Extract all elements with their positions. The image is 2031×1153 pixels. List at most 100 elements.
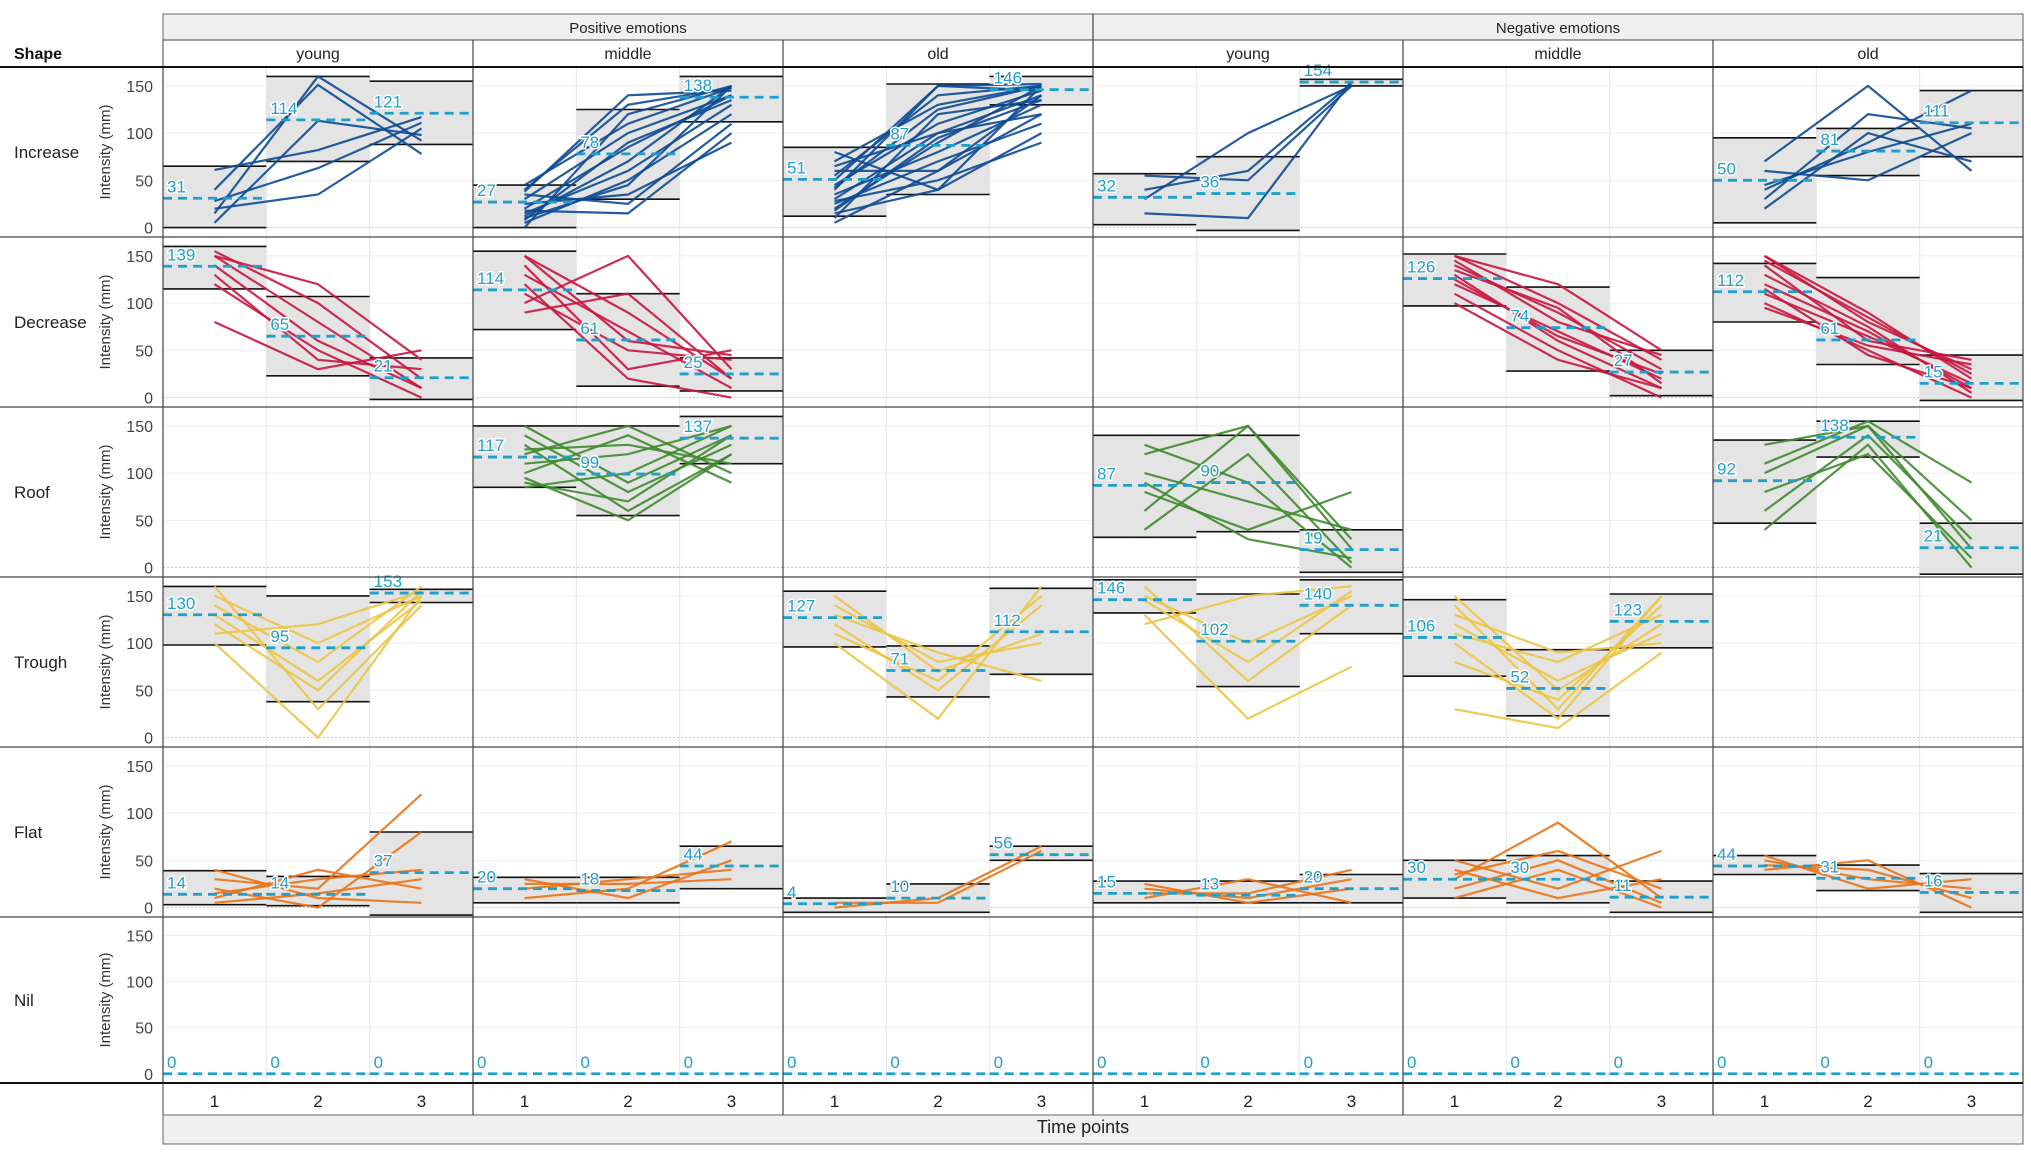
- mean-data-label: 44: [684, 845, 703, 864]
- row-label-increase: Increase: [14, 143, 79, 162]
- y-tick-label: 150: [126, 589, 153, 606]
- mean-data-label: 19: [1304, 529, 1323, 548]
- mean-data-label: 0: [1510, 1053, 1519, 1072]
- age-header-label: middle: [1534, 46, 1581, 63]
- y-tick-label: 0: [144, 901, 153, 918]
- mean-data-label: 0: [684, 1053, 693, 1072]
- y-axis-label: Intensity (mm): [97, 444, 114, 539]
- mean-data-label: 61: [1820, 319, 1839, 338]
- participant-trajectory-line: [1454, 651, 1663, 730]
- participant-trajectory-line: [214, 127, 423, 210]
- y-axis-label: Intensity (mm): [97, 104, 114, 199]
- spread-band: [1506, 649, 1610, 716]
- mean-data-label: 56: [994, 834, 1013, 853]
- participant-trajectory-line: [1764, 302, 1972, 399]
- mean-data-label: 31: [1820, 857, 1839, 876]
- participant-trajectory-line: [834, 141, 1042, 203]
- row-label-nil: Nil: [14, 991, 34, 1010]
- mean-data-label: 44: [1717, 845, 1736, 864]
- x-tick-label: 3: [417, 1092, 426, 1111]
- mean-data-label: 87: [890, 124, 909, 143]
- mean-data-label: 121: [374, 92, 402, 111]
- participant-trajectory-line: [213, 83, 423, 191]
- participant-trajectory-line: [1454, 868, 1662, 900]
- y-axis-label: Intensity (mm): [97, 614, 114, 709]
- mean-data-label: 18: [580, 870, 599, 889]
- mean-data-label: 4: [787, 883, 796, 902]
- mean-data-label: 130: [167, 594, 195, 613]
- y-tick-label: 50: [135, 683, 153, 700]
- participant-trajectory-line: [834, 103, 1042, 196]
- mean-data-label: 13: [1200, 874, 1219, 893]
- x-tick-label: 3: [1347, 1092, 1356, 1111]
- participant-trajectory-line: [1143, 590, 1353, 664]
- participant-trajectory-line: [833, 604, 1043, 692]
- mean-data-label: 112: [994, 611, 1021, 630]
- participant-trajectory-line: [213, 74, 423, 215]
- mean-data-label: 114: [270, 99, 297, 118]
- y-tick-label: 50: [135, 173, 153, 190]
- mean-data-label: 0: [580, 1053, 589, 1072]
- y-tick-label: 0: [144, 731, 153, 748]
- mean-data-label: 0: [477, 1053, 486, 1072]
- participant-trajectory-line: [833, 84, 1042, 189]
- participant-trajectory-line: [1144, 585, 1352, 626]
- participant-trajectory-line: [523, 85, 733, 218]
- y-tick-label: 150: [126, 928, 153, 945]
- participant-trajectory-line: [524, 254, 733, 370]
- age-header-bg: [162, 39, 474, 68]
- mean-data-label: 16: [1924, 871, 1943, 890]
- mean-data-label: 52: [1510, 667, 1529, 686]
- participant-trajectory-line: [1764, 864, 1972, 900]
- participant-trajectory-line: [1764, 273, 1973, 394]
- mean-data-label: 138: [1820, 416, 1848, 435]
- participant-trajectory-line: [1144, 424, 1353, 540]
- participant-trajectory-line: [1454, 269, 1663, 385]
- spread-band: [783, 591, 887, 647]
- y-tick-label: 100: [126, 126, 153, 143]
- mean-data-label: 102: [1200, 620, 1228, 639]
- mean-data-label: 10: [890, 877, 909, 896]
- participant-trajectory-line: [1453, 278, 1662, 375]
- x-tick-label: 3: [1657, 1092, 1666, 1111]
- mean-data-label: 21: [374, 357, 393, 376]
- participant-trajectory-line: [213, 599, 423, 683]
- participant-trajectory-line: [213, 264, 422, 390]
- participant-trajectory-line: [214, 116, 422, 171]
- participant-trajectory-line: [834, 613, 1042, 682]
- x-tick-label: 2: [933, 1092, 942, 1111]
- row-label-decrease: Decrease: [14, 313, 87, 332]
- mean-data-label: 0: [1614, 1053, 1623, 1072]
- mean-data-label: 20: [1304, 868, 1323, 887]
- mean-data-label: 27: [1614, 351, 1633, 370]
- participant-trajectory-line: [523, 434, 732, 494]
- age-header-bg: [472, 39, 784, 68]
- spread-band: [1093, 881, 1197, 903]
- participant-trajectory-line: [834, 595, 1043, 683]
- age-header-label: middle: [604, 46, 651, 63]
- mean-data-label: 0: [1304, 1053, 1313, 1072]
- x-tick-label: 1: [1140, 1092, 1149, 1111]
- x-tick-label: 2: [1243, 1092, 1252, 1111]
- spread-band: [783, 898, 887, 913]
- participant-trajectory-line: [214, 320, 422, 371]
- age-header-label: young: [296, 46, 340, 63]
- participant-trajectory-line: [524, 103, 733, 215]
- participant-trajectory-line: [523, 94, 732, 201]
- participant-trajectory-line: [1763, 254, 1973, 380]
- mean-data-label: 146: [994, 69, 1022, 88]
- mean-data-label: 20: [477, 868, 496, 887]
- row-label-roof: Roof: [14, 483, 50, 502]
- row-label-trough: Trough: [14, 653, 67, 672]
- participant-trajectory-line: [523, 273, 733, 390]
- participant-trajectory-line: [1763, 131, 1972, 210]
- participant-trajectory-line: [523, 424, 732, 484]
- participant-trajectory-line: [214, 254, 423, 361]
- participant-trajectory-line: [523, 443, 733, 513]
- mean-data-label: 65: [270, 315, 289, 334]
- participant-trajectory-line: [1454, 868, 1662, 909]
- participant-trajectory-line: [1764, 306, 1972, 366]
- y-tick-label: 0: [144, 561, 153, 578]
- participant-trajectory-line: [1143, 84, 1352, 201]
